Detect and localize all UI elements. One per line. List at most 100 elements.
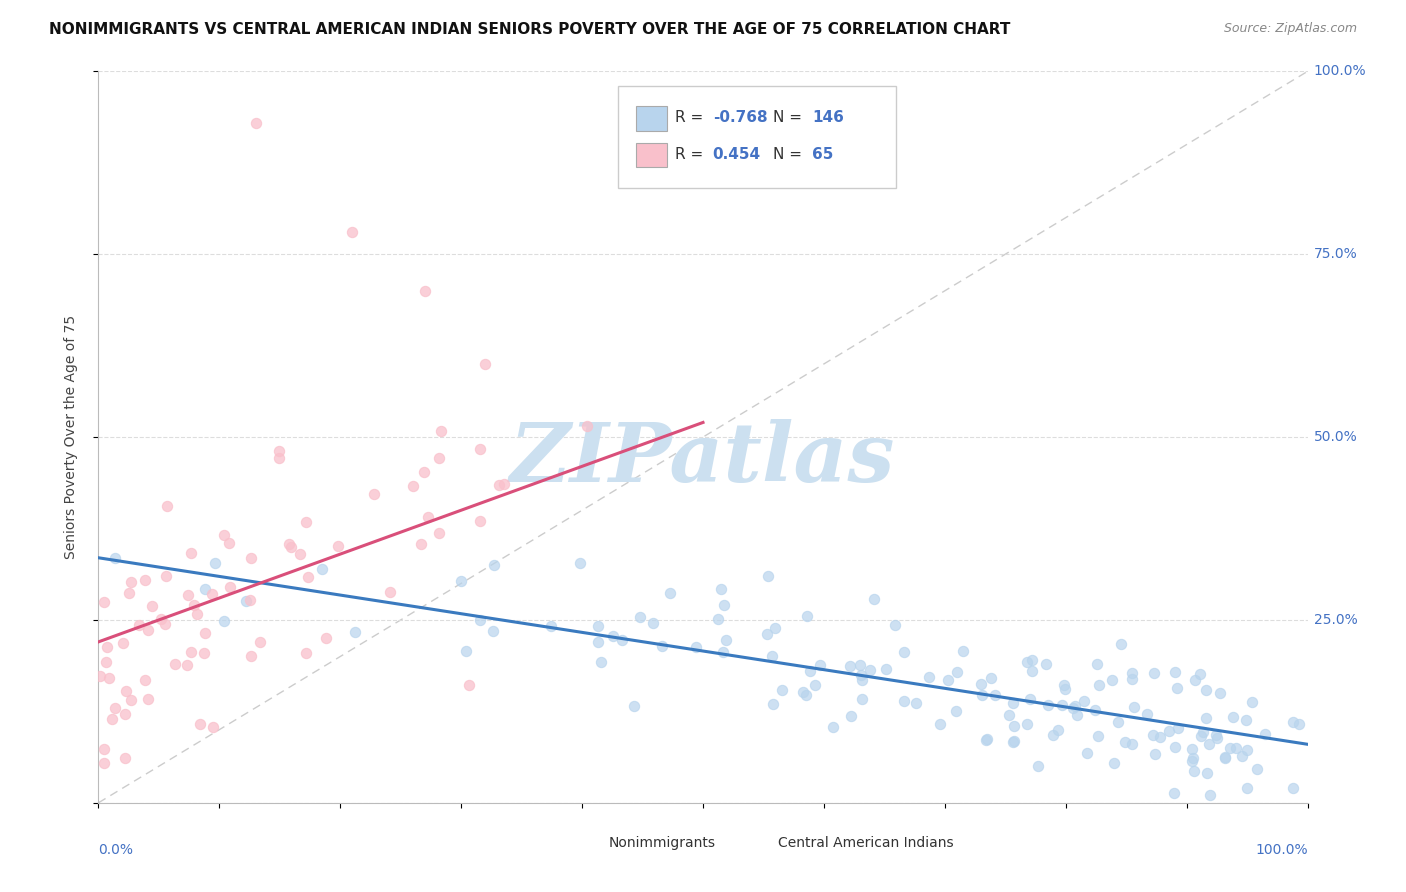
Point bbox=[792, 685, 814, 699]
Point bbox=[849, 658, 872, 673]
Point bbox=[1222, 709, 1244, 723]
Point bbox=[204, 556, 226, 570]
Point bbox=[180, 546, 202, 560]
Point bbox=[267, 450, 290, 465]
Point bbox=[659, 586, 682, 600]
Point bbox=[89, 668, 111, 682]
Point bbox=[492, 477, 515, 491]
Point bbox=[97, 671, 120, 685]
Point bbox=[430, 424, 453, 438]
Point bbox=[94, 655, 117, 669]
Point bbox=[468, 442, 491, 457]
Point bbox=[183, 598, 205, 612]
Point bbox=[893, 694, 915, 708]
Text: N =: N = bbox=[773, 110, 807, 125]
Point bbox=[1142, 728, 1164, 742]
FancyBboxPatch shape bbox=[637, 143, 666, 167]
Point bbox=[177, 588, 200, 602]
Point bbox=[267, 444, 290, 458]
Point bbox=[1136, 706, 1159, 721]
Text: 75.0%: 75.0% bbox=[1313, 247, 1357, 261]
Point bbox=[1163, 786, 1185, 800]
Point bbox=[297, 570, 319, 584]
Point bbox=[380, 584, 402, 599]
Text: 50.0%: 50.0% bbox=[1313, 430, 1357, 444]
Point bbox=[1192, 725, 1215, 739]
Point bbox=[998, 708, 1021, 723]
Point bbox=[1053, 678, 1076, 692]
Point bbox=[1109, 637, 1132, 651]
Point bbox=[1189, 729, 1212, 743]
Point bbox=[155, 569, 177, 583]
Point bbox=[474, 357, 496, 371]
Point bbox=[1282, 780, 1305, 795]
Point bbox=[278, 537, 301, 551]
Text: 146: 146 bbox=[811, 110, 844, 125]
Point bbox=[194, 582, 217, 596]
Point bbox=[218, 536, 240, 550]
Point bbox=[235, 593, 257, 607]
Text: N =: N = bbox=[773, 146, 807, 161]
Point bbox=[149, 612, 172, 626]
Point bbox=[540, 619, 562, 633]
Point bbox=[1181, 741, 1204, 756]
Point bbox=[1236, 743, 1258, 757]
Point bbox=[794, 688, 817, 702]
Point bbox=[1163, 740, 1185, 755]
Point bbox=[972, 688, 994, 702]
Point bbox=[1143, 665, 1166, 680]
Point bbox=[295, 647, 318, 661]
Point bbox=[176, 658, 198, 673]
Point bbox=[685, 640, 707, 654]
Point bbox=[568, 556, 591, 570]
Point bbox=[344, 624, 367, 639]
Point bbox=[643, 616, 665, 631]
Text: ZIPatlas: ZIPatlas bbox=[510, 419, 896, 499]
Point bbox=[1102, 756, 1125, 771]
Point bbox=[1205, 728, 1227, 742]
Point bbox=[1122, 700, 1144, 714]
Point bbox=[193, 646, 215, 660]
Point bbox=[202, 720, 225, 734]
Point bbox=[136, 692, 159, 706]
Point bbox=[1015, 717, 1038, 731]
Point bbox=[427, 525, 450, 540]
Point bbox=[1087, 729, 1109, 743]
Point bbox=[1209, 686, 1232, 700]
Point bbox=[1114, 734, 1136, 748]
Point bbox=[851, 667, 873, 681]
Point bbox=[180, 645, 202, 659]
Point bbox=[1002, 696, 1025, 710]
Point bbox=[1213, 750, 1236, 764]
Point bbox=[1198, 737, 1220, 751]
FancyBboxPatch shape bbox=[576, 834, 603, 856]
Point bbox=[1042, 728, 1064, 742]
Text: Source: ZipAtlas.com: Source: ZipAtlas.com bbox=[1223, 22, 1357, 36]
Text: 100.0%: 100.0% bbox=[1256, 843, 1308, 857]
Point bbox=[984, 688, 1007, 702]
Point bbox=[1076, 747, 1098, 761]
Point bbox=[214, 527, 236, 541]
Point bbox=[1088, 678, 1111, 692]
Point bbox=[863, 591, 886, 606]
Point bbox=[851, 692, 873, 706]
Y-axis label: Seniors Poverty Over the Age of 75: Seniors Poverty Over the Age of 75 bbox=[63, 315, 77, 559]
Point bbox=[153, 617, 176, 632]
Point bbox=[1062, 701, 1084, 715]
Point bbox=[1206, 731, 1229, 745]
Point bbox=[710, 582, 733, 597]
Point bbox=[1053, 682, 1076, 697]
Point bbox=[96, 640, 118, 654]
Point bbox=[249, 634, 271, 648]
Point bbox=[893, 645, 915, 659]
Text: R =: R = bbox=[675, 146, 709, 161]
Point bbox=[714, 633, 737, 648]
Point bbox=[1157, 724, 1180, 739]
Point bbox=[186, 607, 208, 622]
Point bbox=[239, 551, 262, 566]
Point bbox=[976, 731, 998, 746]
Point bbox=[628, 609, 651, 624]
Point bbox=[761, 648, 783, 663]
Point bbox=[114, 683, 136, 698]
Point bbox=[194, 626, 217, 640]
